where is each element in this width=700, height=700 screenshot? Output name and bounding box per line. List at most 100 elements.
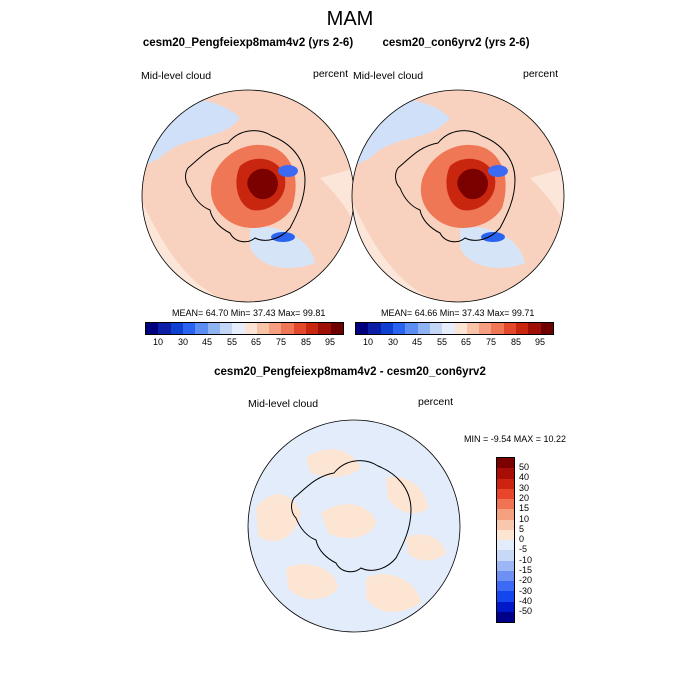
colorbar-tick-label: 50 [519,462,530,472]
colorbar-tick-label: 10 [519,514,530,524]
colorbar-tick-label: 55 [436,337,448,347]
panel-2-units-label: percent [523,68,559,80]
colorbar-tick-label: 5 [519,524,525,534]
colorbar-tick-label: -30 [519,586,533,596]
colorbar-swatch [497,540,514,551]
colorbar-swatch [497,488,514,499]
panel-3-positive-region [366,574,421,613]
panel-2-antarctic-coastline [395,130,516,243]
colorbar-swatch [497,550,514,561]
colorbar-swatch [356,323,369,334]
colorbar-swatch [170,323,183,334]
colorbar-swatch [318,323,331,334]
figure-title: MAM [326,8,374,30]
colorbar-swatch [466,323,480,334]
panel-3-positive-region [321,504,376,539]
colorbar-swatch [380,323,393,334]
panel-3-min-max: MIN = -9.54 MAX = 10.22 [464,434,567,444]
panel-2-pale-region [530,168,564,238]
colorbar-tick-label: 20 [519,493,530,503]
colorbar-swatch [528,323,541,334]
colorbar-tick-label: -5 [519,544,528,554]
panel-3-positive-region [406,534,446,561]
panel-2-stats: MEAN= 64.66 Min= 37.43 Max= 99.71 [381,308,535,318]
colorbar-tick-label: 85 [510,337,522,347]
colorbar-swatch [219,323,233,334]
colorbar-swatch [330,323,343,334]
colorbar-swatch [442,323,455,334]
colorbar-tick-label: 75 [275,337,287,347]
colorbar-swatch [540,323,553,334]
colorbar-swatch [195,323,208,334]
colorbar-tick-label: 45 [411,337,423,347]
colorbar-tick-label: 30 [177,337,189,347]
colorbar-tick-label: 55 [226,337,238,347]
colorbar-swatch [497,611,514,622]
colorbar-swatch [516,323,529,334]
colorbar-tick-label: 30 [519,483,530,493]
panel-1-variable-label: Mid-level cloud [141,70,212,82]
panel-1-low-cloud-region [250,227,315,268]
panel-3-positive-region [306,449,361,477]
colorbar-swatch [479,323,492,334]
panel-3-units-label: percent [418,396,454,408]
panel-3-positive-region [286,564,338,600]
colorbar-absolute-right [355,322,554,335]
colorbar-tick-label: -10 [519,555,533,565]
colorbar-tick-label: 85 [300,337,312,347]
colorbar-swatch [244,323,257,334]
colorbar-tick-label: 45 [201,337,213,347]
colorbar-swatch [497,509,514,520]
panel-2-peak-region [457,168,488,200]
colorbar-swatch [497,560,514,571]
panel-3-antarctic-coastline [291,460,412,573]
colorbar-tick-label: -40 [519,596,533,606]
colorbar-swatch [497,529,514,540]
colorbar-swatch [392,323,406,334]
panel-1-units-label: percent [313,68,349,80]
panel-1-peak-region [247,168,278,200]
colorbar-tick-label: 10 [362,337,374,347]
colorbar-swatch [158,323,171,334]
colorbar-tick-label: 30 [387,337,399,347]
panel-1-polar-map [141,89,355,303]
colorbar-swatch [497,468,514,479]
colorbar-swatch [368,323,381,334]
colorbar-swatch [281,323,294,334]
panel-2-polar-map [351,89,565,303]
colorbar-absolute-left [145,322,344,335]
panel-1-antarctic-coastline [185,130,306,243]
colorbar-tick-label: 10 [152,337,164,347]
colorbar-tick-label: 95 [324,337,336,347]
panel-3-positive-region [386,477,428,514]
panel-2-low-cloud-patch [481,232,505,242]
panel-2-low-cloud-region [460,227,525,268]
panel-1-low-cloud-patch [271,232,295,242]
panel-1-low-cloud-patch [278,165,298,177]
colorbar-tick-label: 95 [534,337,546,347]
panel-3-positive-region [256,494,301,542]
panel-2-variable-label: Mid-level cloud [353,70,424,82]
panel-1-stats: MEAN= 64.70 Min= 37.43 Max= 99.81 [172,308,326,318]
colorbar-swatch [207,323,220,334]
colorbar-swatch [293,323,307,334]
colorbar-swatch [256,323,270,334]
colorbar-tick-label: -20 [519,575,533,585]
colorbar-swatch [182,323,196,334]
panel-3-variable-label: Mid-level cloud [248,398,319,410]
panel-1-pale-region [320,168,354,238]
colorbar-swatch [269,323,282,334]
colorbar-tick-label: 65 [250,337,262,347]
colorbar-swatch [429,323,443,334]
panel-3-polar-map [247,419,461,633]
colorbar-swatch [306,323,319,334]
colorbar-swatch [497,570,514,581]
panel-2-map-border [351,89,565,303]
colorbar-swatch [146,323,159,334]
colorbar-swatch [491,323,504,334]
colorbar-swatch [405,323,418,334]
colorbar-swatch [497,581,514,592]
colorbar-tick-label: -15 [519,565,533,575]
colorbar-swatch [232,323,245,334]
colorbar-swatch [497,478,514,489]
